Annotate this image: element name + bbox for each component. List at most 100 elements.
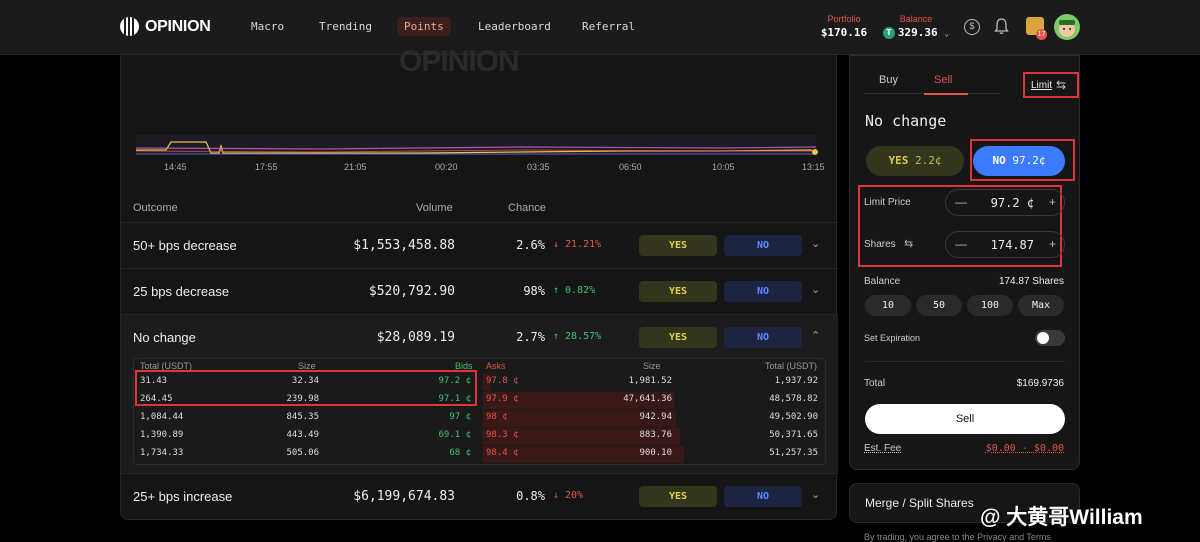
nav-referral[interactable]: Referral <box>582 20 635 33</box>
column-header-volume: Volume <box>416 202 453 214</box>
quick-amount-50[interactable]: 50 <box>916 295 962 316</box>
buy-no-button[interactable]: NO <box>724 486 802 507</box>
ask-depth-bar <box>483 410 676 427</box>
swap-icon: ⇆ <box>1056 78 1067 92</box>
quick-amount-max[interactable]: Max <box>1018 295 1064 316</box>
outcome-row[interactable]: 50+ bps decrease $1,553,458.88 2.6% ↓ 21… <box>121 222 838 267</box>
buy-no-button[interactable]: NO <box>724 235 802 256</box>
top-navigation-bar: OPINION Macro Trending Points Leaderboar… <box>0 0 1200 55</box>
shares-stepper[interactable]: — 174.87 + <box>945 231 1065 258</box>
ask-depth-bar <box>483 446 684 463</box>
limit-price-stepper[interactable]: — 97.2 ¢ + <box>945 189 1065 216</box>
nav-points[interactable]: Points <box>397 17 451 36</box>
column-header-chance: Chance <box>508 202 546 214</box>
order-type-selector[interactable]: Limit ⇆ <box>1023 72 1079 98</box>
price-chart[interactable]: OPINION 14:45 17:55 21:05 00:20 03:35 06… <box>121 45 838 195</box>
quick-amount-100[interactable]: 100 <box>967 295 1013 316</box>
quick-amount-10[interactable]: 10 <box>865 295 911 316</box>
balance-summary[interactable]: Balance ₮ 329.36 ⌄ <box>880 14 952 39</box>
orderbook-cell-ask-size: 1,981.52 <box>628 376 672 386</box>
outcome-volume: $1,553,458.88 <box>353 238 455 253</box>
ask-depth-bar <box>483 428 680 445</box>
yes-label: YES <box>888 154 909 167</box>
ob-header-asks: Asks <box>486 361 506 371</box>
x-tick: 21:05 <box>344 162 367 172</box>
tab-sell[interactable]: Sell <box>934 74 953 86</box>
orderbook-cell-ask-size: 942.94 <box>639 412 672 422</box>
balance-shares: 174.87 Shares <box>998 276 1064 287</box>
logo[interactable]: OPINION <box>120 17 211 36</box>
orderbook-cell-ask-size: 47,641.36 <box>623 394 672 404</box>
plus-icon[interactable]: + <box>1048 195 1056 209</box>
notification-badge: 17 <box>1036 29 1047 40</box>
market-panel: OPINION 14:45 17:55 21:05 00:20 03:35 06… <box>120 45 838 520</box>
nav-trending[interactable]: Trending <box>319 20 372 33</box>
avatar[interactable] <box>1054 14 1080 40</box>
orderbook-cell-bid-size: 239.98 <box>286 394 319 404</box>
x-tick: 00:20 <box>435 162 458 172</box>
dollar-icon[interactable]: $ <box>964 19 980 35</box>
outcome-chance: 98% <box>523 284 545 298</box>
sell-button[interactable]: Sell <box>865 404 1065 434</box>
buy-yes-button[interactable]: YES <box>639 281 717 302</box>
outcome-row[interactable]: 25+ bps increase $6,199,674.83 0.8% ↓ 20… <box>121 473 838 518</box>
outcome-row[interactable]: 25 bps decrease $520,792.90 98% ↑ 0.82% … <box>121 268 838 313</box>
trade-panel: Buy Sell Limit ⇆ No change YES 2.2¢ NO 9… <box>849 55 1080 470</box>
minus-icon[interactable]: — <box>955 237 967 251</box>
outcome-name: 25 bps decrease <box>133 284 230 299</box>
selected-outcome-title: No change <box>865 112 947 130</box>
bell-icon[interactable] <box>994 18 1009 35</box>
nav-macro[interactable]: Macro <box>251 20 285 33</box>
minus-icon[interactable]: — <box>955 195 967 209</box>
buy-yes-button[interactable]: YES <box>639 235 717 256</box>
select-yes-button[interactable]: YES 2.2¢ <box>866 146 964 176</box>
buy-yes-button[interactable]: YES <box>639 486 717 507</box>
merge-split-panel[interactable]: Merge / Split Shares <box>849 483 1080 523</box>
orderbook-cell-bid-size: 505.06 <box>286 448 319 458</box>
shares-label: Shares <box>864 239 896 250</box>
orderbook-cell-bid-total: 31.43 <box>140 376 168 386</box>
highlight-box-no <box>970 139 1075 181</box>
limit-price-input[interactable]: 97.2 ¢ <box>990 196 1034 210</box>
chevron-down-icon[interactable]: ⌄ <box>811 489 821 501</box>
outcome-name: 25+ bps increase <box>133 489 233 504</box>
shares-input[interactable]: 174.87 <box>990 238 1034 252</box>
no-label: NO <box>992 154 1006 167</box>
orderbook-cell-ask-total: 1,937.92 <box>774 376 818 386</box>
portfolio-summary[interactable]: Portfolio $170.16 <box>818 14 870 39</box>
orderbook-cell-ask-price: 97.8 ¢ <box>486 376 519 386</box>
swap-icon[interactable]: ⇆ <box>904 238 914 250</box>
total-label: Total <box>864 378 886 389</box>
outcome-volume: $520,792.90 <box>368 284 455 299</box>
ob-header-total-right: Total (USDT) <box>765 361 818 371</box>
chevron-up-icon[interactable]: ⌃ <box>811 330 821 342</box>
expiration-toggle[interactable] <box>1035 330 1065 346</box>
plus-icon[interactable]: + <box>1048 237 1056 251</box>
no-price: 97.2¢ <box>1012 154 1046 167</box>
nav-leaderboard[interactable]: Leaderboard <box>478 20 551 33</box>
orderbook-cell-bid-size: 32.34 <box>291 376 319 386</box>
chevron-down-icon[interactable]: ⌄ <box>811 238 821 250</box>
portfolio-value: $170.16 <box>820 26 868 39</box>
orderbook-cell-ask-total: 51,257.35 <box>769 448 818 458</box>
orderbook-cell-ask-price: 97.9 ¢ <box>486 394 519 404</box>
orderbook-cell-bid-price: 97.1 ¢ <box>438 394 471 404</box>
orderbook-cell-bid-total: 1,734.33 <box>140 448 184 458</box>
x-tick: 17:55 <box>255 162 278 172</box>
outcome-name: 50+ bps decrease <box>133 238 237 253</box>
select-no-button[interactable]: NO 97.2¢ <box>973 146 1065 176</box>
x-tick: 03:35 <box>527 162 550 172</box>
buy-no-button[interactable]: NO <box>724 327 802 348</box>
toggle-knob <box>1037 332 1049 344</box>
merge-split-label: Merge / Split Shares <box>865 496 974 510</box>
outcome-chance: 0.8% <box>516 489 545 503</box>
chevron-down-icon[interactable]: ⌄ <box>811 284 821 296</box>
ob-header-size-right: Size <box>643 361 661 371</box>
tab-buy[interactable]: Buy <box>879 74 898 86</box>
highlight-box-inputs <box>858 185 1062 267</box>
outcome-chance: 2.7% <box>516 330 545 344</box>
buy-no-button[interactable]: NO <box>724 281 802 302</box>
orderbook-cell-ask-price: 98.4 ¢ <box>486 448 519 458</box>
buy-yes-button[interactable]: YES <box>639 327 717 348</box>
orderbook-cell-bid-size: 443.49 <box>286 430 319 440</box>
